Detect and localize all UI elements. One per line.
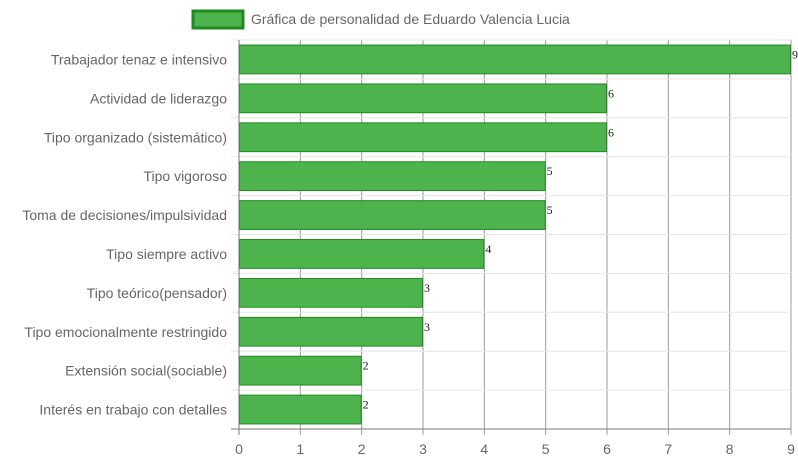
x-tick-label: 4 [480,441,488,457]
category-label: Extensión social(sociable) [65,363,227,379]
category-label: Trabajador tenaz e intensivo [51,51,227,67]
data-labels: 9 6 6 5 5 4 3 3 2 2 [363,47,798,411]
category-label: Interés en trabajo con detalles [39,402,227,418]
category-axis-labels: Trabajador tenaz e intensivo Actividad de… [22,51,227,417]
category-label: Tipo siempre activo [106,246,227,262]
bar[interactable] [239,200,546,230]
bar[interactable] [239,83,607,114]
x-tick-label: 7 [664,441,672,457]
bar-value-label: 5 [547,203,553,217]
x-tick-label: 3 [419,441,427,457]
bar-value-label: 6 [608,86,614,100]
x-tick-label: 1 [296,441,304,457]
x-tick-label: 9 [787,441,795,457]
bar[interactable] [239,44,791,75]
x-tick-label: 6 [603,441,611,457]
bar[interactable] [239,316,423,347]
bar[interactable] [239,122,607,153]
bar-value-label: 5 [547,164,553,178]
bar-value-label: 6 [608,125,614,139]
category-label: Tipo emocionalmente restringido [24,324,227,340]
bar-value-label: 4 [485,242,491,256]
legend-label: Gráfica de personalidad de Eduardo Valen… [251,11,570,27]
value-axis-tick-labels: 0 1 2 3 4 5 6 7 8 9 [235,441,795,457]
axes [231,40,791,435]
bar[interactable] [239,355,362,386]
bar[interactable] [239,239,485,269]
bar-value-label: 2 [363,398,369,412]
x-tick-label: 0 [235,441,243,457]
bar[interactable] [239,394,362,425]
bar[interactable] [239,277,423,308]
category-label: Actividad de liderazgo [90,90,227,106]
category-label: Tipo vigoroso [143,168,227,184]
bar-value-label: 2 [363,359,369,373]
bars [239,44,791,425]
x-tick-label: 8 [726,441,734,457]
bar-value-label: 9 [792,47,798,61]
x-tick-label: 2 [358,441,366,457]
category-label: Tipo teórico(pensador) [87,285,227,301]
bar-value-label: 3 [424,320,430,334]
category-label: Tipo organizado (sistemático) [44,129,227,145]
bar-value-label: 3 [424,281,430,295]
legend-swatch [191,9,245,30]
bar[interactable] [239,161,546,192]
chart-legend[interactable]: Gráfica de personalidad de Eduardo Valen… [191,9,570,30]
category-label: Toma de decisiones/impulsividad [22,207,227,223]
x-tick-label: 5 [542,441,550,457]
